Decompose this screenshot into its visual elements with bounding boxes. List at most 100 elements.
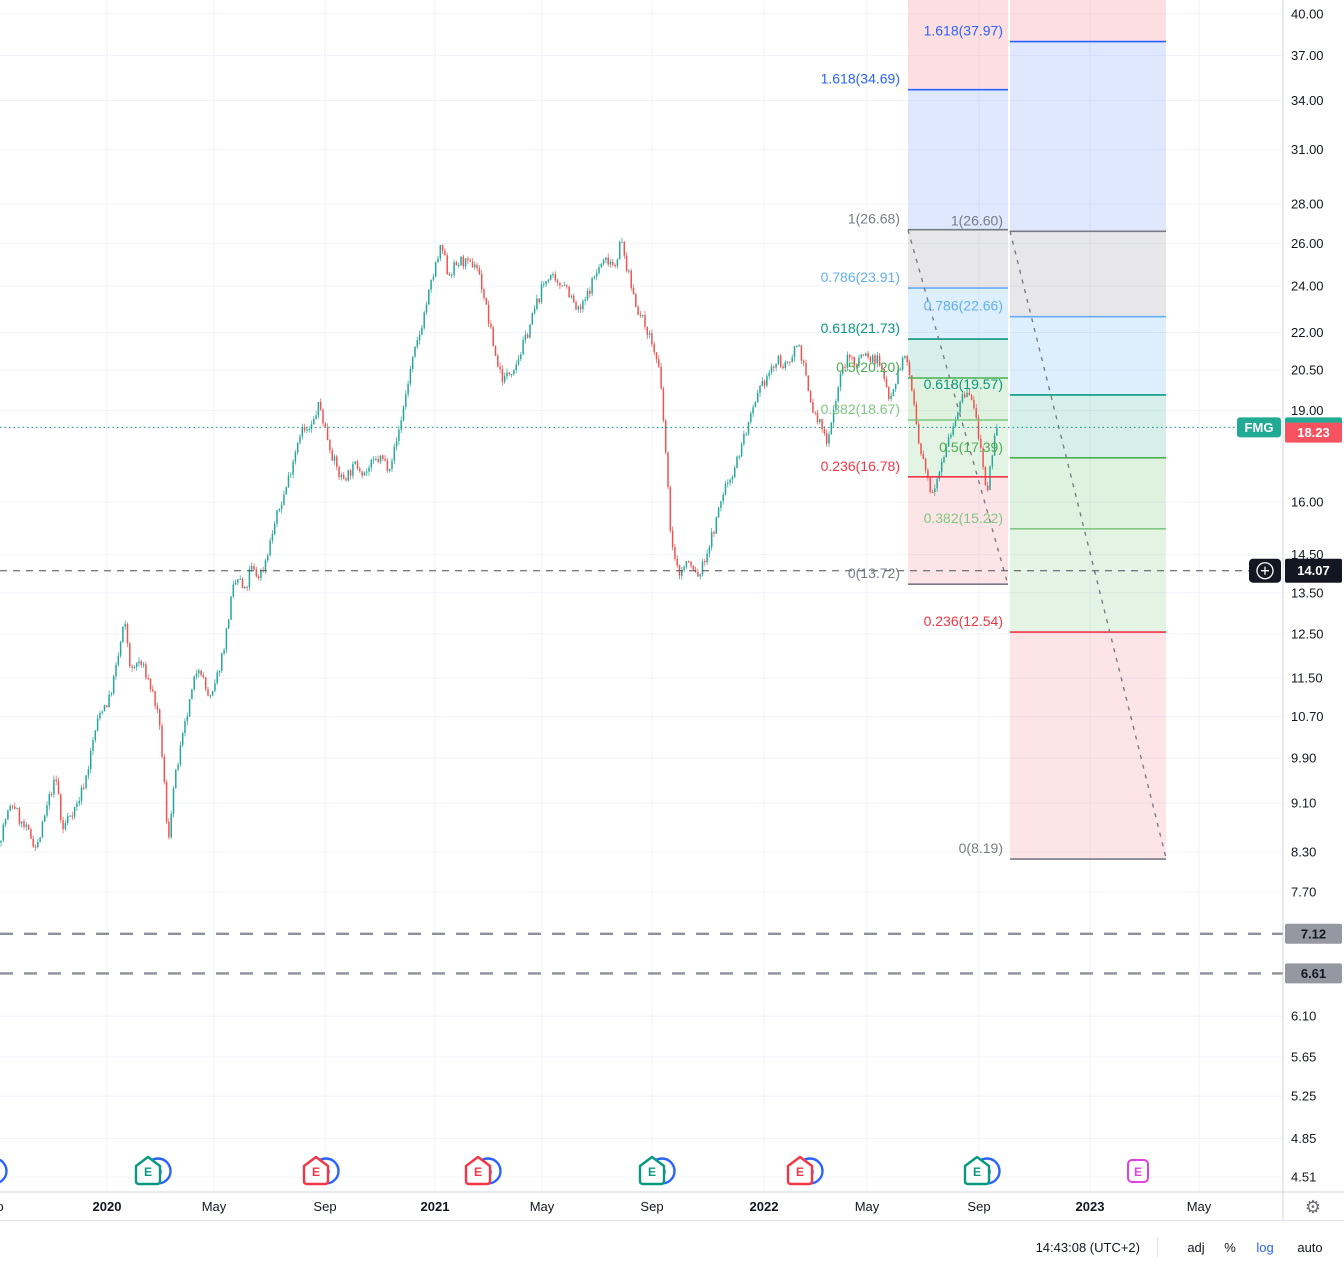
x-tick-label: 2022 bbox=[750, 1199, 779, 1214]
y-tick-label: 34.00 bbox=[1291, 93, 1324, 108]
fib-label: 0.786(22.66) bbox=[924, 298, 1003, 314]
earnings-teal-icon[interactable]: DE bbox=[134, 1155, 172, 1186]
chart-canvas[interactable]: 1.618(34.69) 1(26.68) 0.786(23.91) 0.618(21… bbox=[0, 0, 1344, 1220]
axis-settings: ⚙ bbox=[1305, 1197, 1321, 1218]
fib-label: 0.382(18.67) bbox=[821, 401, 900, 417]
toolbar-separator bbox=[1157, 1237, 1158, 1257]
svg-text:E: E bbox=[474, 1165, 482, 1179]
y-tick-label: 28.00 bbox=[1291, 196, 1324, 211]
x-tick-label: May bbox=[202, 1199, 227, 1214]
x-tick-label: May bbox=[1187, 1199, 1212, 1214]
fib-label: 0(8.19) bbox=[959, 840, 1003, 856]
price-scale[interactable] bbox=[1283, 0, 1344, 1220]
fib-label: 0.236(16.78) bbox=[821, 458, 900, 474]
svg-text:E: E bbox=[796, 1165, 804, 1179]
fib-bands bbox=[908, 0, 1166, 860]
price-badge bbox=[1285, 422, 1342, 443]
y-tick-label: 22.00 bbox=[1291, 325, 1324, 340]
y-tick-label: 5.25 bbox=[1291, 1089, 1316, 1104]
toolbar-adj-button[interactable]: adj bbox=[1187, 1240, 1205, 1255]
y-tick-label: 31.00 bbox=[1291, 142, 1324, 157]
fib-label: 0.236(12.54) bbox=[924, 613, 1003, 629]
price-badge bbox=[1285, 923, 1342, 944]
svg-text:E: E bbox=[1134, 1165, 1142, 1179]
toolbar-auto-button[interactable]: auto bbox=[1297, 1240, 1323, 1255]
candlestick-series bbox=[0, 237, 998, 852]
fib-label: 0.382(15.22) bbox=[924, 510, 1003, 526]
toolbar-log-button[interactable]: log bbox=[1256, 1240, 1274, 1255]
y-tick-label: 9.10 bbox=[1291, 795, 1316, 810]
y-tick-label: 5.65 bbox=[1291, 1050, 1316, 1065]
fib-levels bbox=[907, 40, 1167, 860]
x-tick-label: Sep bbox=[313, 1199, 336, 1214]
bottom-toolbar: 14:43:08 (UTC+2) adj % log auto bbox=[0, 1220, 1344, 1272]
price-lines bbox=[0, 426, 1283, 975]
time-scale[interactable]: Sep 2020 May Sep 2021 May Sep 2022 May Sep 2023 May bbox=[0, 1199, 1212, 1214]
x-tick-label: Sep bbox=[0, 1199, 4, 1214]
gear-icon[interactable]: ⚙ bbox=[1305, 1197, 1321, 1218]
fib-label: 1(26.68) bbox=[848, 211, 900, 227]
y-tick-label: 16.00 bbox=[1291, 495, 1324, 510]
x-tick-label: 2023 bbox=[1076, 1199, 1105, 1214]
toolbar-percent-button[interactable]: % bbox=[1224, 1240, 1236, 1255]
earnings-markers: DEDEDEDEDEDEDEE bbox=[0, 1155, 1149, 1186]
y-tick-label: 4.85 bbox=[1291, 1131, 1316, 1146]
earnings-red-icon[interactable]: DE bbox=[786, 1155, 824, 1186]
x-tick-label: Sep bbox=[640, 1199, 663, 1214]
y-tick-label: 4.51 bbox=[1291, 1170, 1316, 1185]
y-tick-label: 14.50 bbox=[1291, 547, 1324, 562]
axes: 40.00 37.00 34.00 31.00 28.00 26.00 24.00 22.00… bbox=[0, 0, 1344, 1220]
earnings-red-icon[interactable]: DE bbox=[464, 1155, 502, 1186]
y-tick-label: 10.70 bbox=[1291, 709, 1324, 724]
y-tick-label: 37.00 bbox=[1291, 48, 1324, 63]
earnings-teal-icon[interactable]: DE bbox=[0, 1157, 8, 1184]
y-tick-label: 24.00 bbox=[1291, 279, 1324, 294]
y-tick-label: 26.00 bbox=[1291, 236, 1324, 251]
y-tick-label: 8.30 bbox=[1291, 845, 1316, 860]
y-tick-label: 40.00 bbox=[1291, 6, 1324, 21]
fib-label: 1.618(37.97) bbox=[924, 23, 1003, 39]
svg-text:E: E bbox=[144, 1165, 152, 1179]
svg-text:E: E bbox=[973, 1165, 981, 1179]
fib-label: 0.5(20.20) bbox=[836, 359, 900, 375]
fib-label: 0.786(23.91) bbox=[821, 269, 900, 285]
fib-labels: 1.618(34.69) 1(26.68) 0.786(23.91) 0.618(21… bbox=[821, 23, 1003, 857]
price-badge bbox=[1285, 558, 1342, 583]
x-tick-label: May bbox=[855, 1199, 880, 1214]
x-tick-label: 2020 bbox=[93, 1199, 122, 1214]
y-tick-label: 20.50 bbox=[1291, 363, 1324, 378]
fib-label: 0.5(17.39) bbox=[939, 439, 1003, 455]
fib-trendline[interactable] bbox=[907, 229, 1009, 586]
earnings-teal-icon[interactable]: DE bbox=[638, 1155, 676, 1186]
add-order-plus-button[interactable] bbox=[1249, 558, 1281, 583]
svg-text:E: E bbox=[648, 1165, 656, 1179]
price-badge-label: 14.07 bbox=[1297, 563, 1330, 578]
earnings-red-icon[interactable]: DE bbox=[302, 1155, 340, 1186]
price-badge-label: 6.61 bbox=[1301, 966, 1326, 981]
fib-label: 0(13.72) bbox=[848, 565, 900, 581]
plus-circle-icon bbox=[1256, 562, 1274, 580]
y-tick-label: 11.50 bbox=[1291, 671, 1323, 686]
earnings-future-icon[interactable]: E bbox=[1127, 1159, 1149, 1183]
y-tick-label: 19.00 bbox=[1291, 403, 1324, 418]
earnings-teal-icon[interactable]: DE bbox=[963, 1155, 1001, 1186]
fib-label: 0.618(21.73) bbox=[821, 320, 900, 336]
fib-label: 1.618(34.69) bbox=[821, 71, 900, 87]
x-tick-label: May bbox=[530, 1199, 555, 1214]
symbol-name-label: FMG bbox=[1245, 420, 1274, 435]
x-tick-label: 2021 bbox=[421, 1199, 450, 1214]
y-tick-label: 9.90 bbox=[1291, 751, 1316, 766]
clock-label[interactable]: 14:43:08 (UTC+2) bbox=[1035, 1240, 1140, 1255]
y-tick-label: 12.50 bbox=[1291, 626, 1324, 641]
fib-label: 0.618(19.57) bbox=[924, 376, 1003, 392]
y-tick-label: 7.70 bbox=[1291, 885, 1316, 900]
y-tick-label: 6.10 bbox=[1291, 1009, 1316, 1024]
symbol-name-badge bbox=[1237, 417, 1281, 438]
fib-trendline[interactable] bbox=[1009, 230, 1167, 859]
fib-label: 1(26.60) bbox=[951, 212, 1003, 228]
price-badge bbox=[1285, 963, 1342, 984]
price-badge-label: 7.12 bbox=[1301, 926, 1326, 941]
x-tick-label: Sep bbox=[967, 1199, 990, 1214]
